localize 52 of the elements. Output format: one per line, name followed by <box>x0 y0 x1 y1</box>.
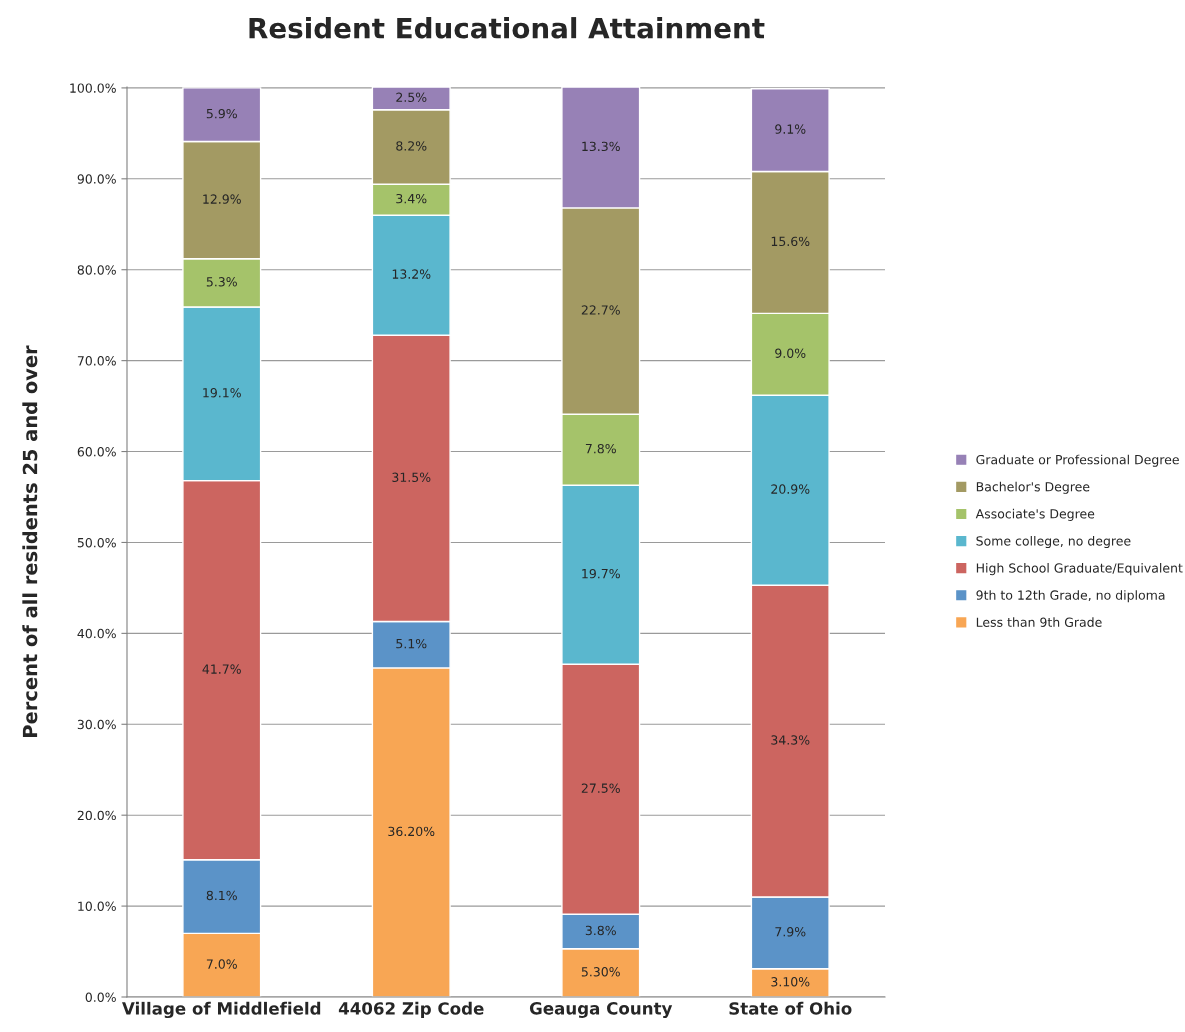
x-tick-label: Village of Middlefield <box>122 1001 321 1019</box>
data-label: 7.0% <box>206 959 237 969</box>
legend-label: 9th to 12th Grade, no diploma <box>976 590 1165 603</box>
y-tick-label: 70.0% <box>77 356 116 366</box>
legend-label: Bachelor's Degree <box>976 481 1090 494</box>
x-tick-label: Geauga County <box>529 1002 673 1018</box>
data-label: 31.5% <box>392 472 431 482</box>
data-label: 7.8% <box>585 443 616 454</box>
data-label: 15.6% <box>771 236 810 247</box>
data-label: 41.7% <box>202 664 241 674</box>
data-label: 3.10% <box>771 977 810 987</box>
data-label: 13.3% <box>582 141 620 152</box>
data-label: 9.0% <box>775 348 806 358</box>
y-tick-label: 90.0% <box>77 174 116 184</box>
y-tick-label: 20.0% <box>77 810 116 821</box>
data-label: 8.2% <box>396 141 427 151</box>
data-label: 19.1% <box>203 387 241 398</box>
data-label: 7.9% <box>775 927 806 937</box>
data-label: 19.7% <box>582 568 620 579</box>
data-label: 20.9% <box>771 484 810 494</box>
legend-label: High School Graduate/Equivalent <box>976 563 1183 576</box>
data-label: 5.1% <box>396 638 427 649</box>
legend-label: Graduate or Professional Degree <box>976 454 1179 467</box>
data-label: 8.1% <box>206 890 237 901</box>
y-tick-label: 50.0% <box>77 537 116 548</box>
y-tick-label: 30.0% <box>77 719 116 730</box>
data-label: 13.2% <box>392 269 431 279</box>
x-tick-label: State of Ohio <box>729 1001 852 1015</box>
data-label: 5.9% <box>206 108 237 119</box>
y-tick-label: 10.0% <box>78 901 116 912</box>
y-tick-label: 60.0% <box>77 447 116 457</box>
data-label: 27.5% <box>581 783 620 793</box>
data-label: 22.7% <box>581 305 620 315</box>
data-label: 2.5% <box>396 92 427 102</box>
chart-title: Resident Educational Attainment <box>249 17 765 39</box>
data-label: 5.3% <box>206 277 237 287</box>
data-label: 12.9% <box>203 194 241 204</box>
y-axis-title: Percent of all residents 25 and over <box>22 345 38 737</box>
y-tick-label: 40.0% <box>77 628 116 639</box>
data-label: 3.4% <box>396 193 427 204</box>
legend-label: Some college, no degree <box>976 535 1131 549</box>
y-tick-label: 0.0% <box>85 992 116 1002</box>
data-label: 36.20% <box>388 826 435 837</box>
x-tick-label: 44062 Zip Code <box>338 1001 484 1018</box>
y-tick-label: 100.0% <box>70 83 116 93</box>
data-label: 34.3% <box>771 735 810 745</box>
data-label: 9.1% <box>775 124 806 134</box>
data-label: 5.30% <box>581 967 620 977</box>
y-tick-label: 80.0% <box>77 265 116 275</box>
data-label: 3.8% <box>585 925 616 936</box>
legend-label: Associate's Degree <box>975 508 1095 521</box>
legend-label: Less than 9th Grade <box>976 617 1102 627</box>
